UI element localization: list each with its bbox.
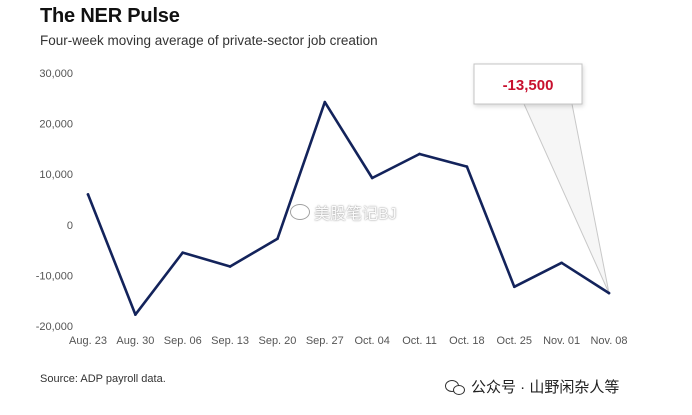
data-point [465, 165, 469, 168]
data-point [323, 100, 327, 104]
callout-box [473, 63, 583, 105]
data-point [276, 237, 279, 241]
x-tick-label: Oct. 25 [497, 335, 532, 347]
source-note: Source: ADP payroll data. [40, 373, 166, 385]
y-tick-label: 0 [67, 220, 73, 232]
y-tick-label: 20,000 [39, 119, 73, 131]
footer-brand: 公众号 · 山野闲杂人等 [445, 376, 619, 397]
data-point [370, 176, 374, 180]
y-tick-label: -20,000 [36, 321, 73, 333]
footer-brand-text: 公众号 · 山野闲杂人等 [471, 379, 620, 396]
x-tick-label: Aug. 30 [116, 335, 154, 347]
weibo-icon [290, 204, 310, 220]
data-point [181, 251, 185, 254]
x-tick-label: Sep. 13 [211, 335, 249, 347]
x-tick-label: Sep. 06 [164, 335, 202, 347]
x-tick-label: Nov. 01 [543, 335, 580, 347]
data-point [560, 261, 563, 265]
y-tick-label: 30,000 [39, 68, 73, 80]
data-point [607, 291, 611, 295]
y-tick-label: 10,000 [39, 169, 73, 181]
data-point [418, 152, 421, 156]
x-tick-label: Sep. 20 [258, 335, 296, 347]
x-tick-label: Nov. 08 [590, 335, 627, 347]
y-tick-label: -10,000 [36, 270, 73, 282]
x-tick-label: Aug. 23 [69, 335, 107, 347]
x-tick-label: Oct. 04 [354, 335, 389, 347]
series-line [86, 100, 611, 316]
data-point [512, 285, 516, 289]
chart-title: The NER Pulse [40, 5, 180, 27]
data-point [134, 313, 137, 316]
callout-label: -13,500 [503, 77, 554, 94]
wechat-icon [445, 379, 465, 395]
x-tick-label: Oct. 18 [449, 335, 484, 347]
data-point [228, 265, 232, 268]
watermark-text: 美股笔记BJ [314, 206, 397, 223]
data-point [86, 193, 90, 196]
x-tick-label: Oct. 11 [402, 335, 437, 347]
watermark: 美股笔记BJ [290, 200, 397, 224]
x-tick-label: Sep. 27 [306, 335, 344, 347]
chart-subtitle: Four-week moving average of private-sect… [40, 33, 378, 48]
